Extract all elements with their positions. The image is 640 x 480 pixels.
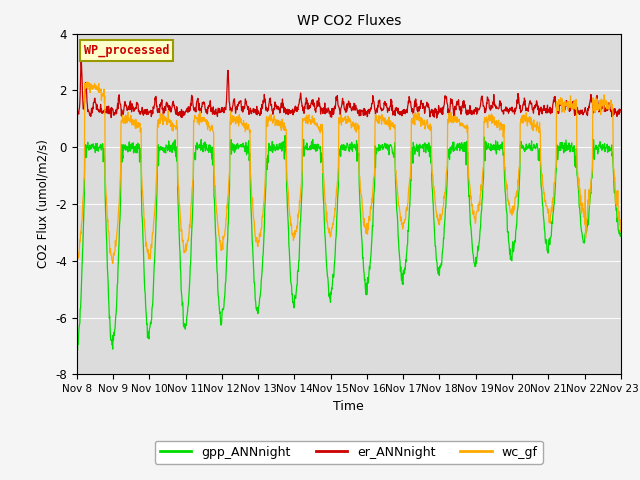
wc_gf [505, 198, 513, 204]
er_ANNnight [434, 111, 442, 117]
wc_gf [255, 239, 263, 245]
gpp_ANNnight [73, 340, 81, 346]
wc_gf [434, 213, 442, 218]
gpp_ANNnight [553, 142, 561, 148]
wc_gf [181, 250, 189, 255]
gpp_ANNnight [255, 303, 263, 309]
Line: er_ANNnight: er_ANNnight [77, 61, 621, 118]
wc_gf [73, 262, 81, 267]
er_ANNnight [73, 107, 81, 113]
er_ANNnight [195, 107, 202, 113]
er_ANNnight [182, 109, 189, 115]
gpp_ANNnight [74, 347, 81, 353]
er_ANNnight [255, 110, 263, 116]
wc_gf [617, 226, 625, 231]
er_ANNnight [617, 108, 625, 113]
Title: WP CO2 Fluxes: WP CO2 Fluxes [296, 14, 401, 28]
er_ANNnight [77, 58, 85, 64]
wc_gf [553, 99, 561, 105]
wc_gf [83, 79, 91, 85]
Line: wc_gf: wc_gf [77, 82, 621, 264]
er_ANNnight [159, 115, 167, 121]
gpp_ANNnight [195, 142, 202, 148]
Y-axis label: CO2 Flux (umol/m2/s): CO2 Flux (umol/m2/s) [36, 140, 50, 268]
gpp_ANNnight [434, 265, 442, 271]
er_ANNnight [505, 107, 513, 112]
gpp_ANNnight [181, 324, 189, 329]
gpp_ANNnight [617, 231, 625, 237]
X-axis label: Time: Time [333, 400, 364, 413]
er_ANNnight [553, 106, 561, 112]
wc_gf [195, 116, 202, 122]
Legend: gpp_ANNnight, er_ANNnight, wc_gf: gpp_ANNnight, er_ANNnight, wc_gf [155, 441, 543, 464]
Text: WP_processed: WP_processed [84, 44, 170, 57]
Line: gpp_ANNnight: gpp_ANNnight [77, 135, 621, 350]
gpp_ANNnight [505, 240, 513, 246]
gpp_ANNnight [281, 132, 289, 138]
